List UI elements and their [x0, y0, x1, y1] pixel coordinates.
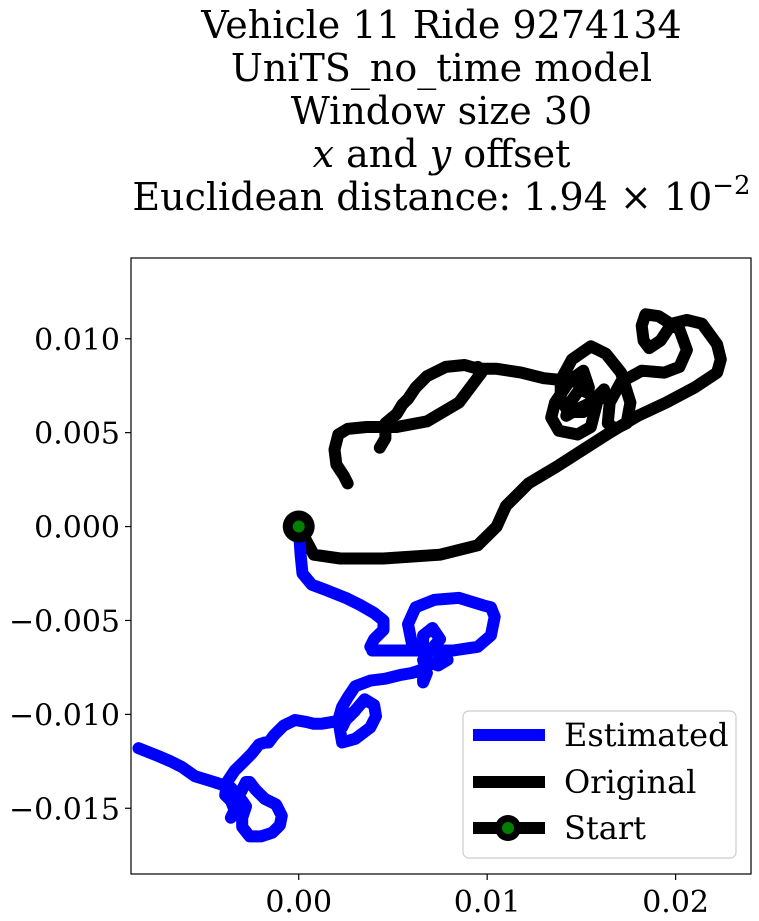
title-offset-word: offset [463, 132, 571, 176]
title-and-word: and [346, 132, 418, 176]
plot-frame [130, 257, 752, 875]
legend: Estimated Original Start [462, 710, 737, 859]
title-base: 10 [663, 175, 713, 219]
title-times-symbol: × [619, 175, 652, 219]
legend-box [462, 710, 737, 859]
chart-title-line-1: Vehicle 11 Ride 9274134 [201, 3, 682, 47]
series-line-estimated-0 [132, 520, 501, 843]
legend-start-marker-face [502, 822, 514, 834]
start-marker-face [292, 520, 305, 533]
x-tick-label: 0.02 [642, 885, 709, 920]
chart-title-line-3: Window size 30 [290, 89, 593, 133]
y-tick-label: −0.005 [9, 604, 120, 639]
y-tick-label: −0.010 [9, 698, 120, 733]
chart-title-line-5: Euclidean distance: 1.94 × 10−2 [0, 173, 759, 219]
axis-ticks: 0.00 0.01 0.02 0.010 0.005 0.000 −0.005 −0.010 −… [9, 323, 709, 920]
x-tick-label: 0.00 [265, 885, 332, 920]
series-line-original-2 [328, 360, 488, 490]
legend-original-label: Original [564, 763, 696, 801]
x-tick-label: 0.01 [454, 885, 521, 920]
y-tick-label: −0.015 [9, 792, 120, 827]
title-exponent: −2 [712, 171, 751, 201]
y-tick-label: 0.010 [34, 323, 120, 358]
legend-start-label: Start [564, 809, 646, 847]
y-tick-label: 0.000 [34, 511, 120, 546]
legend-estimated-label: Estimated [564, 716, 729, 754]
chart-title-line-2: UniTS_no_time model [230, 46, 653, 90]
title-x-symbol: x [312, 132, 335, 176]
series-line-original-1 [292, 308, 727, 565]
title-y-symbol: y [429, 132, 452, 176]
chart-title-line-4: x and y offset [0, 135, 759, 173]
y-tick-label: 0.005 [34, 417, 120, 452]
series-layer [132, 308, 727, 843]
title-distance-value: Euclidean distance: 1.94 [132, 175, 608, 219]
